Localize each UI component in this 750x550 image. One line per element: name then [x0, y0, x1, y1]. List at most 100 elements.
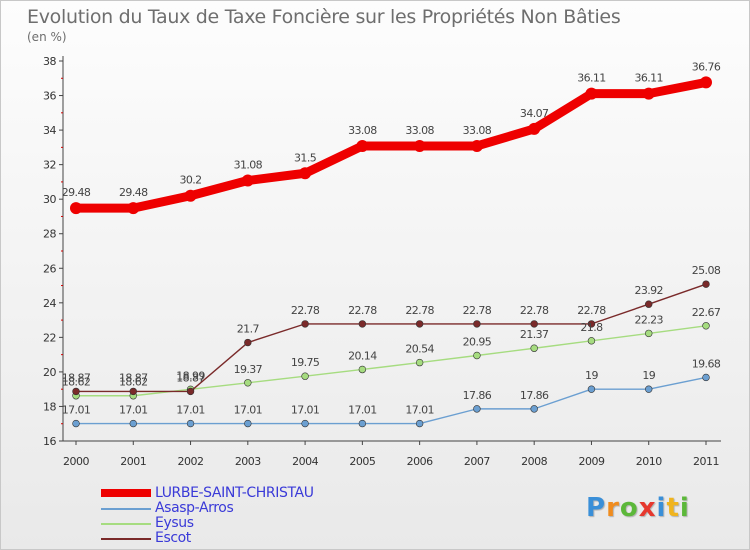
- data-label: 21.8: [580, 321, 603, 334]
- legend-swatch: [101, 523, 151, 525]
- x-tick-label: 2011: [693, 455, 719, 468]
- data-label: 33.08: [405, 124, 434, 137]
- logo-letter: i: [656, 493, 667, 523]
- x-tick-label: 2006: [407, 455, 433, 468]
- logo-letter: r: [606, 493, 620, 523]
- data-point: [587, 320, 596, 328]
- data-label: 22.78: [405, 304, 434, 317]
- x-tick-label: 2001: [120, 455, 146, 468]
- data-label: 19.37: [234, 363, 263, 376]
- data-label: 23.92: [634, 284, 663, 297]
- logo-letter: i: [679, 493, 690, 523]
- data-point: [415, 358, 424, 367]
- data-point: [473, 351, 481, 360]
- data-label: 29.48: [62, 186, 91, 199]
- data-point: [413, 139, 426, 152]
- data-label: 30.2: [179, 174, 201, 187]
- chart-subtitle: (en %): [27, 30, 67, 44]
- data-point: [587, 385, 596, 393]
- legend-swatch: [101, 489, 151, 497]
- data-label: 22.78: [291, 304, 320, 317]
- legend-label: Escot: [155, 530, 191, 546]
- data-label: 33.08: [463, 124, 492, 137]
- data-point: [645, 385, 653, 393]
- data-point: [530, 405, 538, 413]
- x-tick-label: 2000: [63, 455, 89, 468]
- data-point: [473, 320, 481, 328]
- data-label: 17.01: [348, 404, 377, 417]
- data-label: 17.01: [234, 404, 263, 417]
- data-label: 34.07: [520, 107, 549, 120]
- data-label: 17.01: [291, 404, 320, 417]
- data-label: 18.87: [176, 371, 205, 384]
- data-label: 20.14: [348, 349, 377, 362]
- data-label: 22.23: [634, 313, 663, 326]
- data-label: 36.11: [634, 72, 663, 85]
- data-point: [186, 419, 195, 428]
- data-label: 19.68: [692, 357, 721, 370]
- data-point: [528, 122, 541, 135]
- data-label: 18.87: [62, 371, 91, 384]
- x-tick-label: 2004: [292, 455, 318, 468]
- chart-title: Evolution du Taux de Taxe Foncière sur l…: [27, 6, 621, 28]
- data-point: [244, 419, 252, 428]
- data-point: [358, 419, 367, 428]
- legend-swatch: [101, 508, 151, 510]
- series-line-1: [75, 376, 707, 425]
- data-point: [72, 419, 80, 428]
- y-tick-label: 32: [43, 159, 56, 172]
- y-tick-label: 22: [43, 331, 56, 344]
- data-label: 29.48: [119, 186, 148, 199]
- data-point: [587, 337, 596, 345]
- data-point: [184, 189, 197, 202]
- data-label: 33.08: [348, 124, 377, 137]
- data-label: 22.67: [692, 306, 721, 319]
- data-label: 21.37: [520, 328, 549, 341]
- legend-label: Asasp-Arros: [155, 500, 234, 516]
- data-label: 21.7: [237, 323, 260, 336]
- data-label: 19: [585, 369, 598, 382]
- y-tick-label: 24: [43, 297, 56, 310]
- data-point: [129, 387, 137, 396]
- data-point: [358, 365, 367, 374]
- y-tick-label: 26: [43, 262, 56, 275]
- data-point: [244, 338, 252, 347]
- data-point: [530, 344, 538, 352]
- series-line-3: [75, 283, 707, 393]
- data-point: [700, 76, 712, 89]
- data-point: [645, 300, 653, 308]
- data-point: [358, 320, 367, 328]
- data-point: [415, 320, 424, 328]
- y-tick-label: 38: [43, 55, 56, 68]
- logo-letter: P: [586, 493, 607, 523]
- data-label: 22.78: [577, 304, 606, 317]
- series-line-2: [75, 325, 707, 397]
- data-point: [356, 139, 369, 152]
- data-point: [473, 405, 481, 413]
- data-label: 20.54: [405, 343, 434, 356]
- data-label: 36.11: [577, 72, 606, 85]
- data-label: 18.87: [119, 371, 148, 384]
- data-point: [299, 167, 312, 180]
- data-label: 17.01: [405, 404, 434, 417]
- legend-swatch: [101, 538, 151, 540]
- data-label: 17.01: [62, 404, 91, 417]
- data-point: [129, 419, 137, 428]
- y-tick-label: 36: [43, 90, 56, 103]
- x-tick-label: 2007: [464, 455, 490, 468]
- proxiti-logo: Proxiti: [586, 493, 690, 523]
- logo-letter: o: [619, 493, 639, 523]
- data-point: [470, 139, 483, 152]
- data-point: [702, 373, 710, 382]
- y-tick-label: 30: [43, 193, 56, 206]
- data-point: [186, 387, 195, 396]
- data-point: [301, 320, 309, 328]
- y-tick-label: 20: [43, 366, 56, 379]
- data-point: [241, 174, 254, 187]
- y-tick-label: 34: [43, 124, 56, 137]
- data-label: 18.99: [176, 369, 205, 382]
- logo-letter: t: [666, 493, 680, 523]
- data-label: 31.08: [234, 159, 263, 172]
